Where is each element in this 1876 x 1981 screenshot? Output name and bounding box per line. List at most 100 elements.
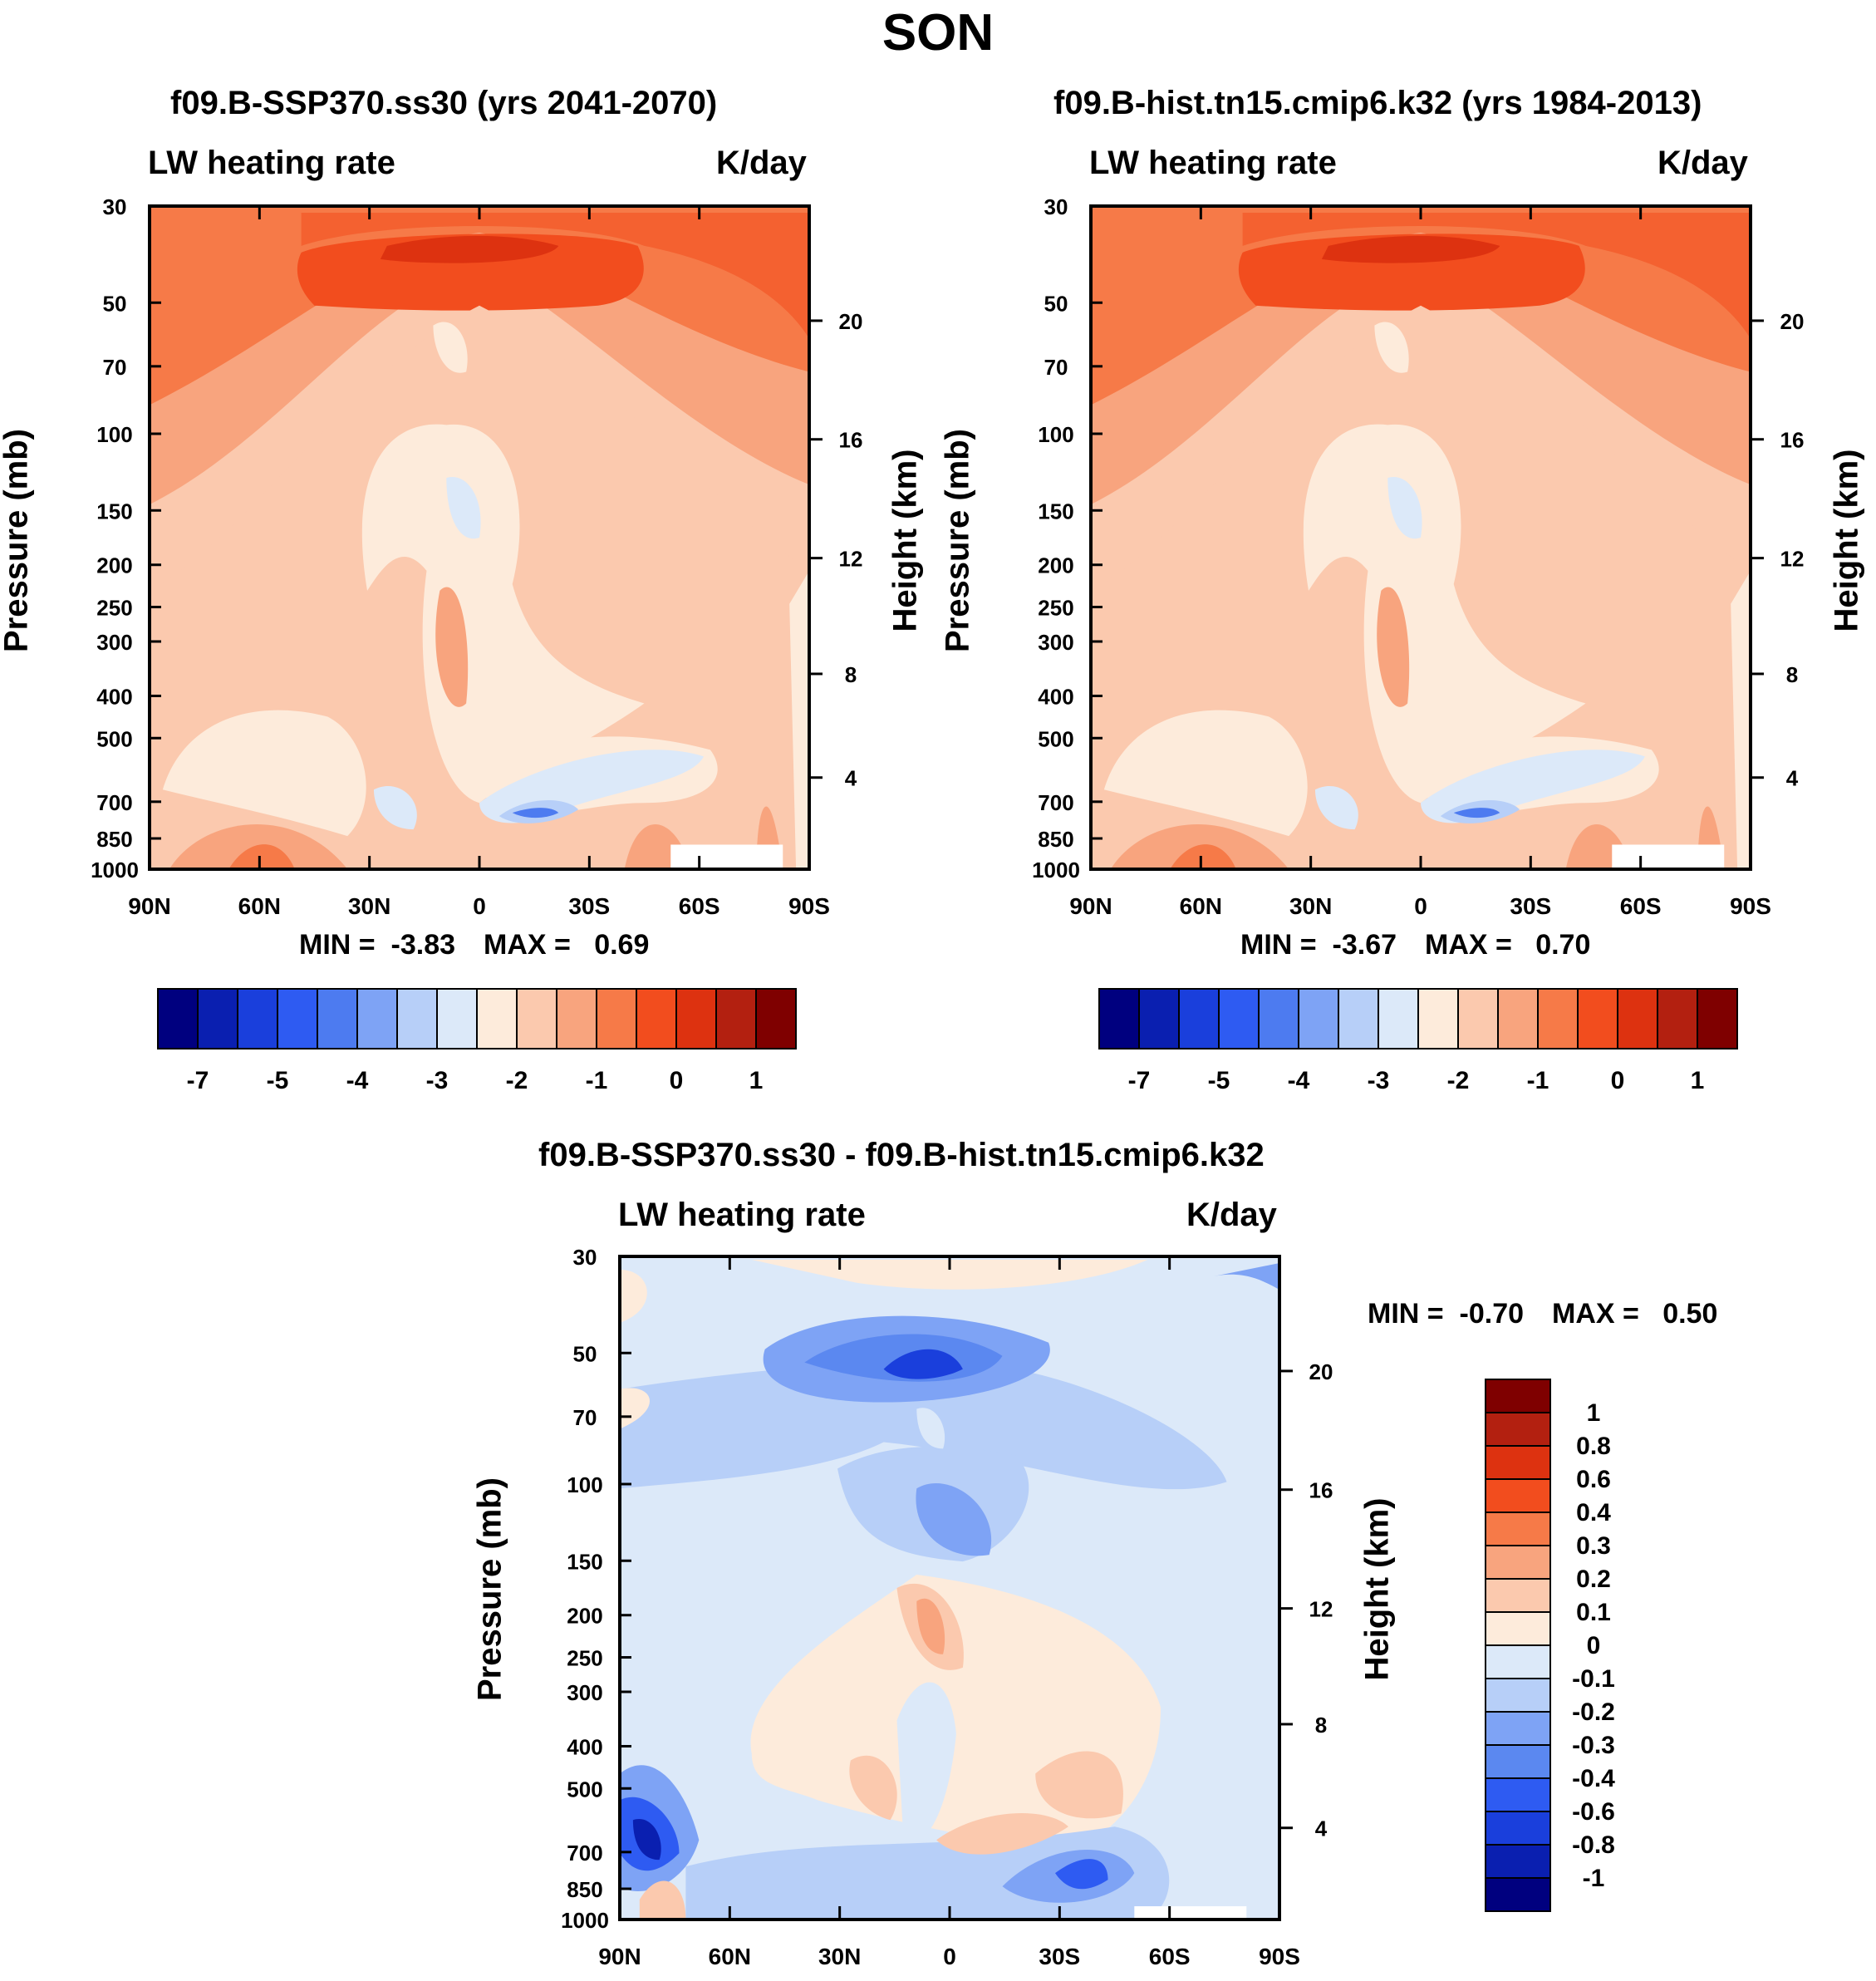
colorbar-swatch bbox=[396, 988, 438, 1049]
x-tick-label: 90S bbox=[788, 893, 830, 919]
y-tick-label: 500 bbox=[567, 1777, 602, 1802]
y-tick-label: 700 bbox=[567, 1841, 602, 1865]
y-tick-label: 250 bbox=[1038, 596, 1073, 621]
colorbar-label: -7 bbox=[1128, 1067, 1151, 1094]
y-tick-label: 100 bbox=[1038, 422, 1073, 447]
y2-tick-label: 12 bbox=[839, 547, 863, 572]
colorbar-label: -0.8 bbox=[1572, 1831, 1615, 1859]
colorbar-swatch bbox=[1485, 1844, 1551, 1879]
panel1-contour-field bbox=[150, 206, 809, 869]
colorbar-swatch bbox=[516, 988, 557, 1049]
x-tick-label: 60S bbox=[1620, 893, 1662, 919]
colorbar-swatch bbox=[755, 988, 797, 1049]
colorbar-label: 0 bbox=[1587, 1632, 1601, 1659]
contour-band bbox=[1374, 322, 1409, 373]
y-tick-label: 400 bbox=[96, 684, 132, 709]
contour-band bbox=[916, 1482, 992, 1556]
colorbar-label: 1 bbox=[749, 1067, 764, 1094]
x-tick-label: 90N bbox=[128, 893, 170, 919]
contour-band bbox=[1242, 212, 1751, 339]
panel2-contour-field bbox=[1091, 206, 1751, 869]
colorbar-label: -0.2 bbox=[1572, 1698, 1615, 1726]
colorbar-swatch bbox=[1697, 988, 1738, 1049]
colorbar-label: -0.6 bbox=[1572, 1798, 1615, 1826]
colorbar-label: -1 bbox=[586, 1067, 608, 1094]
contour-band bbox=[380, 235, 559, 263]
y-tick-label: 850 bbox=[567, 1877, 602, 1902]
colorbar-swatch bbox=[1537, 988, 1579, 1049]
y-tick-label: 700 bbox=[96, 790, 132, 815]
y-tick-label: 200 bbox=[567, 1604, 602, 1629]
y2-tick-label: 20 bbox=[1309, 1359, 1333, 1384]
y2-tick-label: 16 bbox=[1780, 428, 1805, 453]
y2-tick-label: 12 bbox=[1780, 547, 1805, 572]
y-tick-label: 300 bbox=[1038, 630, 1073, 655]
y-tick-label: 30 bbox=[1044, 194, 1068, 219]
panel2-colorbar: -7 -5 -4 -3 -2 -1 0 1 bbox=[1098, 988, 1738, 1094]
colorbar-label: 0.2 bbox=[1576, 1566, 1611, 1593]
y2-tick-label: 4 bbox=[1315, 1816, 1328, 1841]
x-tick-label: 30N bbox=[818, 1944, 861, 1969]
contour-band bbox=[632, 1819, 661, 1861]
colorbar-label: 0 bbox=[670, 1067, 684, 1094]
contour-band bbox=[849, 1755, 897, 1821]
panel3-axes: 90N 60N 30N 0 30S 60S 90S 30 50 70 100 150 200 250 300… bbox=[561, 1245, 1333, 1969]
panel1-title: f09.B-SSP370.ss30 (yrs 2041-2070) bbox=[170, 85, 718, 121]
colorbar-swatch bbox=[237, 988, 278, 1049]
colorbar-swatch bbox=[1617, 988, 1658, 1049]
x-tick-label: 60N bbox=[238, 893, 281, 919]
contour-band bbox=[373, 785, 417, 830]
x-tick-label: 0 bbox=[943, 1944, 956, 1969]
y-tick-label: 400 bbox=[567, 1734, 602, 1759]
contour-band bbox=[1213, 1262, 1279, 1290]
contour-band bbox=[512, 808, 559, 818]
colorbar-label: 0 bbox=[1611, 1067, 1625, 1094]
figure-title: SON bbox=[882, 4, 994, 61]
colorbar-swatch bbox=[1138, 988, 1180, 1049]
y-tick-label: 70 bbox=[573, 1405, 597, 1430]
colorbar-swatch bbox=[1218, 988, 1260, 1049]
y2-tick-label: 20 bbox=[839, 309, 863, 334]
colorbar-label: 1 bbox=[1691, 1067, 1705, 1094]
colorbar-swatch bbox=[1485, 1545, 1551, 1580]
contour-band bbox=[639, 1880, 686, 1920]
y-tick-label: 250 bbox=[96, 596, 132, 621]
contour-band bbox=[1035, 1751, 1123, 1819]
x-tick-label: 90S bbox=[1259, 1944, 1300, 1969]
x-tick-label: 0 bbox=[1414, 893, 1427, 919]
y-tick-label: 100 bbox=[567, 1472, 602, 1497]
x-tick-label: 30S bbox=[568, 893, 610, 919]
y2-tick-label: 12 bbox=[1309, 1597, 1333, 1622]
colorbar-swatch bbox=[1485, 1711, 1551, 1746]
y-tick-label: 500 bbox=[1038, 726, 1073, 751]
y-tick-label: 300 bbox=[567, 1680, 602, 1705]
panel3-title: f09.B-SSP370.ss30 - f09.B-hist.tn15.cmip… bbox=[538, 1137, 1265, 1173]
colorbar-swatch bbox=[1485, 1611, 1551, 1646]
colorbar-label: -1 bbox=[1527, 1067, 1549, 1094]
panel3-max-text: MAX = 0.50 bbox=[1552, 1298, 1718, 1330]
contour-band bbox=[1170, 844, 1236, 869]
missing-data-mask bbox=[1134, 1906, 1247, 1920]
colorbar-swatch bbox=[1258, 988, 1299, 1049]
panel2-units-label: K/day bbox=[1657, 145, 1748, 181]
colorbar-swatch bbox=[1485, 1744, 1551, 1779]
y-tick-label: 70 bbox=[1044, 355, 1068, 380]
x-tick-label: 90S bbox=[1730, 893, 1771, 919]
x-tick-label: 0 bbox=[473, 893, 486, 919]
y2-tick-label: 16 bbox=[839, 428, 863, 453]
contour-band bbox=[361, 424, 645, 804]
x-tick-label: 30N bbox=[348, 893, 390, 919]
contour-band bbox=[433, 322, 468, 373]
colorbar-swatch bbox=[1485, 1478, 1551, 1513]
colorbar-swatch bbox=[1485, 1678, 1551, 1713]
colorbar-label: -5 bbox=[267, 1067, 289, 1094]
contour-band bbox=[1055, 1859, 1108, 1890]
y-tick-label: 1000 bbox=[1032, 858, 1080, 882]
colorbar-swatch bbox=[675, 988, 717, 1049]
x-tick-label: 90N bbox=[598, 1944, 641, 1969]
panel2-title: f09.B-hist.tn15.cmip6.k32 (yrs 1984-2013… bbox=[1053, 85, 1702, 121]
colorbar-label: -0.4 bbox=[1572, 1765, 1615, 1792]
y-tick-label: 700 bbox=[1038, 790, 1073, 815]
panel3-contour-field bbox=[620, 1256, 1279, 1920]
